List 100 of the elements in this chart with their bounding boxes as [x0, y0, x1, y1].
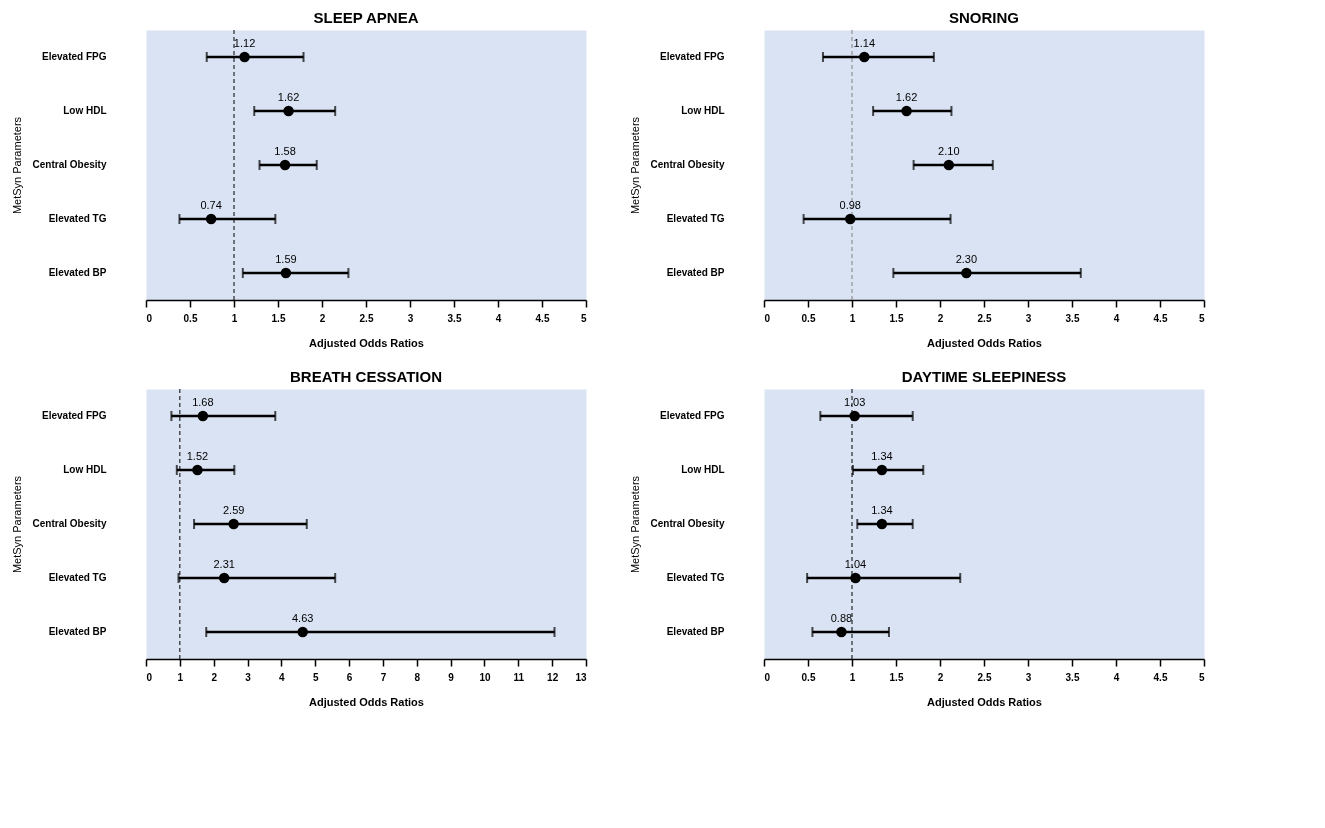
data-label: 0.98 [839, 199, 861, 211]
y-tick-label: Elevated TG [666, 213, 725, 224]
chart-title: SLEEP APNEA [313, 8, 419, 26]
data-label: 1.34 [871, 450, 893, 462]
x-tick-label: 3.5 [1065, 671, 1080, 683]
x-tick-label: 0 [146, 312, 153, 324]
x-tick-label: 5 [580, 312, 587, 324]
x-tick-label: 1.5 [271, 312, 286, 324]
x-tick-label: 1.5 [889, 312, 904, 324]
data-label: 1.14 [853, 37, 876, 49]
y-tick-label: Elevated BP [666, 626, 725, 637]
point [943, 159, 955, 171]
x-tick-label: 2.5 [977, 671, 992, 683]
point [901, 105, 912, 117]
y-axis-title: MetSyn Parameters [628, 116, 641, 215]
y-tick-label: Elevated FPG [660, 410, 725, 421]
x-tick-label: 1 [231, 312, 238, 324]
x-tick-label: 4.5 [1153, 671, 1168, 683]
point [280, 267, 292, 279]
data-label: 0.74 [200, 199, 222, 211]
x-tick-label: 0.5 [801, 312, 816, 324]
data-label: 1.52 [186, 450, 209, 462]
x-tick-label: 3.5 [1065, 312, 1080, 324]
data-label: 1.68 [192, 396, 214, 408]
x-tick-label: 4 [1113, 312, 1120, 324]
x-tick-label: 1 [177, 671, 184, 683]
x-tick-label: 0 [764, 312, 771, 324]
x-tick-label: 0.5 [183, 312, 198, 324]
point [876, 518, 888, 530]
point [279, 159, 291, 171]
y-tick-label: Elevated FPG [42, 51, 107, 62]
y-tick-label: Elevated FPG [42, 410, 107, 421]
x-tick-label: 8 [414, 671, 421, 683]
x-tick-label: 1.5 [889, 671, 904, 683]
y-tick-label: Elevated TG [666, 572, 725, 583]
data-label: 1.62 [277, 91, 300, 103]
x-tick-label: 7 [380, 671, 387, 683]
x-tick-label: 2.5 [359, 312, 374, 324]
y-tick-label: Central Obesity [32, 159, 107, 170]
x-tick-label: 2 [319, 312, 326, 324]
x-axis-title: Adjusted Odds Ratios [927, 695, 1042, 708]
y-tick-label: Low HDL [681, 105, 725, 116]
x-tick-label: 4.5 [1153, 312, 1168, 324]
chart-title: BREATH CESSATION [290, 367, 442, 385]
data-label: 4.63 [292, 612, 314, 624]
y-tick-label: Central Obesity [650, 159, 725, 170]
data-label: 0.88 [830, 612, 853, 624]
point [218, 572, 230, 584]
data-label: 2.30 [955, 253, 978, 265]
x-tick-label: 4.5 [535, 312, 550, 324]
y-axis-title: MetSyn Parameters [10, 116, 23, 215]
y-tick-label: Elevated TG [48, 572, 107, 583]
y-tick-label: Elevated BP [666, 267, 725, 278]
data-label: 1.62 [895, 91, 918, 103]
data-label: 1.03 [843, 396, 866, 408]
x-axis-title: Adjusted Odds Ratios [927, 336, 1042, 349]
y-tick-label: Central Obesity [650, 518, 725, 529]
x-tick-label: 9 [448, 671, 455, 683]
x-tick-label: 1 [849, 671, 856, 683]
point [845, 213, 856, 225]
point [849, 410, 860, 422]
x-tick-label: 11 [513, 671, 525, 683]
x-tick-label: 10 [479, 671, 491, 683]
x-axis-title: Adjusted Odds Ratios [309, 336, 424, 349]
x-tick-label: 3 [407, 312, 414, 324]
data-label: 1.59 [275, 253, 297, 265]
x-tick-label: 13 [575, 671, 587, 683]
point [205, 213, 217, 225]
x-tick-label: 4 [279, 671, 286, 683]
x-tick-label: 0 [764, 671, 771, 683]
chart-title: SNORING [948, 8, 1020, 26]
x-tick-label: 0.5 [801, 671, 816, 683]
x-tick-label: 6 [346, 671, 353, 683]
point [192, 464, 203, 476]
y-tick-label: Elevated BP [48, 267, 107, 278]
y-tick-label: Low HDL [63, 105, 107, 116]
data-label: 1.58 [274, 145, 296, 157]
x-tick-label: 3.5 [447, 312, 462, 324]
x-tick-label: 4 [1113, 671, 1120, 683]
data-label: 2.31 [213, 558, 235, 570]
x-axis-title: Adjusted Odds Ratios [309, 695, 424, 708]
data-label: 1.34 [871, 504, 893, 516]
x-tick-label: 2 [937, 312, 944, 324]
point [836, 626, 847, 638]
y-tick-label: Elevated BP [48, 626, 107, 637]
x-tick-label: 5 [1198, 312, 1205, 324]
data-label: 2.59 [222, 504, 245, 516]
y-axis-title: MetSyn Parameters [628, 475, 641, 574]
data-label: 1.12 [233, 37, 256, 49]
point [228, 518, 239, 530]
x-tick-label: 3 [245, 671, 252, 683]
x-tick-label: 5 [312, 671, 319, 683]
point [876, 464, 888, 476]
x-tick-label: 12 [547, 671, 559, 683]
x-tick-label: 2.5 [977, 312, 992, 324]
x-tick-label: 5 [1198, 671, 1205, 683]
y-axis-title: MetSyn Parameters [10, 475, 23, 574]
x-tick-label: 3 [1025, 312, 1032, 324]
point [859, 51, 870, 63]
chart-title: DAYTIME SLEEPINESS [901, 367, 1067, 385]
